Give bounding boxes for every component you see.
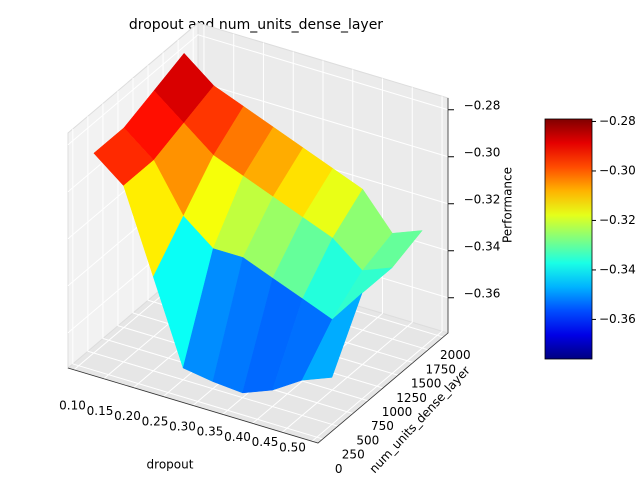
y-tick-label: 500: [356, 433, 379, 447]
colorbar: [544, 118, 593, 360]
x-tick-label: 0.20: [114, 409, 141, 423]
z-tick-label: −0.34: [464, 239, 501, 253]
y-tick-label: 1000: [382, 405, 413, 419]
axis-line: [67, 98, 449, 444]
colorbar-tick-label: −0.28: [599, 114, 636, 128]
colorbar-tick-label: −0.36: [599, 312, 636, 326]
y-tick-label: 1500: [411, 377, 442, 391]
grid-line: [252, 78, 384, 424]
y-tick-label: 250: [342, 448, 365, 462]
surface-patch: [301, 293, 363, 381]
y-tick-label: 750: [371, 419, 394, 433]
colorbar-tick-label: −0.34: [599, 262, 636, 276]
x-tick-label: 0.45: [252, 435, 279, 449]
z-tick-label: −0.32: [464, 192, 501, 206]
grid-line: [281, 87, 413, 433]
chart-title: dropout and num_units_dense_layer: [129, 17, 383, 33]
y-tick-label: 1750: [425, 362, 456, 376]
z-tick-label: −0.28: [464, 98, 501, 112]
x-tick-label: 0.50: [279, 440, 306, 454]
colorbar-tick-label: −0.30: [599, 163, 636, 177]
z-axis-label: Performance: [501, 167, 515, 243]
x-tick-label: 0.15: [87, 404, 114, 418]
x-tick-label: 0.40: [224, 430, 251, 444]
x-tick-label: 0.10: [59, 399, 86, 413]
x-axis-label: dropout: [147, 458, 194, 472]
y-tick-label: 1250: [396, 391, 427, 405]
x-tick-label: 0.25: [142, 414, 169, 428]
grid-line: [311, 96, 443, 442]
grid-line: [67, 34, 449, 146]
x-tick-label: 0.30: [169, 420, 196, 434]
x-tick-label: 0.35: [197, 425, 224, 439]
colorbar-tick-label: −0.32: [599, 213, 636, 227]
grid-line: [87, 116, 339, 427]
z-tick-label: −0.36: [464, 286, 501, 300]
z-tick-label: −0.30: [464, 145, 501, 159]
grid-line: [72, 128, 323, 440]
y-tick-label: 0: [335, 462, 343, 476]
y-tick-label: 2000: [440, 348, 471, 362]
